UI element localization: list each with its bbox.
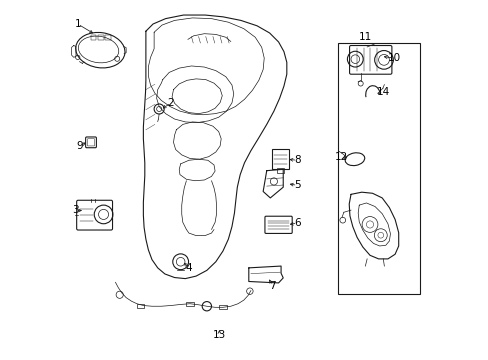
Text: 7: 7: [268, 281, 275, 291]
Text: 3: 3: [72, 206, 79, 216]
Text: 6: 6: [294, 218, 300, 228]
Text: 8: 8: [294, 155, 300, 165]
Text: 12: 12: [334, 152, 347, 162]
Text: 11: 11: [358, 32, 371, 41]
Text: 13: 13: [212, 330, 225, 340]
Text: 5: 5: [294, 180, 300, 190]
Text: 2: 2: [167, 98, 174, 108]
Text: 1: 1: [74, 19, 81, 29]
Text: 14: 14: [376, 87, 389, 97]
Text: 9: 9: [76, 141, 82, 151]
Text: 10: 10: [387, 53, 400, 63]
Text: 4: 4: [185, 263, 192, 273]
